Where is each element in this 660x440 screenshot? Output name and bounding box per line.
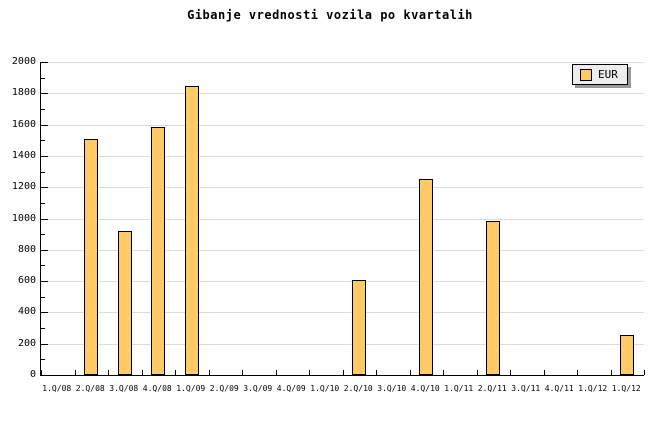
y-axis-minor-tick [41,265,45,266]
bar [352,280,366,375]
bar [118,231,132,375]
x-axis-tick-label: 2.Q/10 [343,384,373,393]
x-axis-tick [309,370,310,375]
x-axis-tick [376,370,377,375]
x-axis-tick [577,370,578,375]
y-axis-major-tick [41,219,48,220]
y-axis-minor-tick [41,203,45,204]
x-axis-tick-label: 3.Q/11 [511,384,541,393]
y-axis-minor-tick [41,297,45,298]
x-axis-tick-label: 4.Q/08 [142,384,172,393]
x-axis-tick-label: 4.Q/11 [544,384,574,393]
y-axis-tick-label: 2000 [11,56,36,67]
x-axis-tick [276,370,277,375]
bar [185,86,199,375]
x-axis-tick-label: 1.Q/12 [611,384,641,393]
y-axis-major-tick [41,62,48,63]
gridline [41,281,644,282]
x-axis-tick [75,370,76,375]
y-axis-tick-label: 1200 [11,181,36,192]
x-axis-tick [175,370,176,375]
y-axis-major-tick [41,250,48,251]
x-axis-tick [477,370,478,375]
y-axis-minor-tick [41,172,45,173]
y-axis-tick-label: 1000 [11,213,36,224]
x-axis-tick [41,370,42,375]
gridline [41,250,644,251]
y-axis-tick-label: 0 [29,369,36,380]
x-axis-tick [611,370,612,375]
x-axis-tick [242,370,243,375]
legend-swatch-icon [580,68,592,81]
y-axis-major-tick [41,281,48,282]
bar [419,179,433,375]
bar [620,335,634,375]
x-axis-tick-label: 1.Q/09 [176,384,206,393]
y-axis-tick-label: 1400 [11,150,36,161]
y-axis-minor-tick [41,359,45,360]
gridline [41,62,644,63]
y-axis-major-tick [41,156,48,157]
gridline [41,312,644,313]
x-axis-tick [108,370,109,375]
x-axis-tick-label: 3.Q/08 [109,384,139,393]
x-axis-tick [209,370,210,375]
x-axis-tick-label: 2.Q/08 [75,384,105,393]
gridline [41,219,644,220]
gridline [41,156,644,157]
y-axis-minor-tick [41,328,45,329]
legend: EUR [572,64,628,85]
x-axis-tick [443,370,444,375]
chart-title: Gibanje vrednosti vozila po kvartalih [187,8,473,22]
y-axis-tick-label: 200 [17,338,36,349]
y-axis-minor-tick [41,234,45,235]
gridline [41,344,644,345]
x-axis-tick-label: 1.Q/11 [444,384,474,393]
y-axis-minor-tick [41,140,45,141]
y-axis-tick-label: 1800 [11,87,36,98]
x-axis-tick [142,370,143,375]
gridline [41,93,644,94]
gridline [41,125,644,126]
y-axis-major-tick [41,187,48,188]
x-axis-tick [410,370,411,375]
y-axis-labels: 0 200 400 600 800 1000 1200 1400 1600 1800 2000 [0,57,36,380]
y-axis-minor-tick [41,78,45,79]
x-axis-tick [544,370,545,375]
x-axis-tick-label: 1.Q/12 [578,384,608,393]
y-axis-tick-label: 1600 [11,119,36,130]
bar [151,127,165,375]
y-axis-major-tick [41,312,48,313]
y-axis-tick-label: 600 [17,275,36,286]
x-axis-tick-label: 2.Q/09 [209,384,239,393]
x-axis-tick-label: 3.Q/09 [243,384,273,393]
bar [84,139,98,375]
x-axis-tick [644,370,645,375]
x-axis-tick-label: 1.Q/08 [42,384,72,393]
y-axis-major-tick [41,125,48,126]
legend-label: EUR [598,68,618,81]
x-axis-tick-label: 4.Q/09 [276,384,306,393]
plot-area [40,62,645,376]
y-axis-tick-label: 800 [17,244,36,255]
y-axis-minor-tick [41,109,45,110]
y-axis-major-tick [41,93,48,94]
x-axis-tick-label: 3.Q/10 [377,384,407,393]
x-axis-tick-label: 1.Q/10 [310,384,340,393]
x-axis-tick-label: 2.Q/11 [477,384,507,393]
x-axis-tick [510,370,511,375]
x-axis-tick [343,370,344,375]
x-axis-tick-label: 4.Q/10 [410,384,440,393]
y-axis-tick-label: 400 [17,306,36,317]
gridline [41,187,644,188]
x-axis-labels: 1.Q/08 2.Q/08 3.Q/08 4.Q/08 1.Q/09 2.Q/09 3.Q/… [40,384,643,396]
y-axis-major-tick [41,344,48,345]
bar [486,221,500,375]
